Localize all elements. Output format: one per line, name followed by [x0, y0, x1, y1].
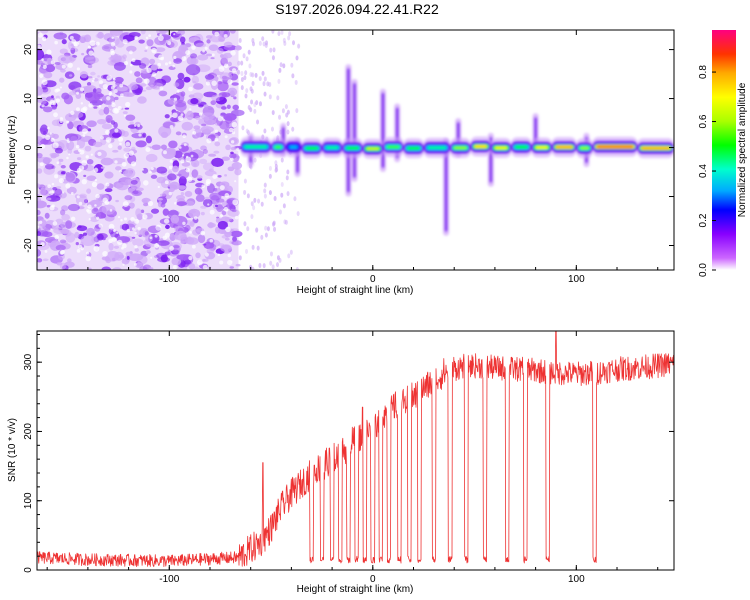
colorbar-tick-label: 0.0 — [698, 263, 709, 277]
heatmap-xtick-label: -100 — [159, 274, 179, 285]
noise-region — [37, 30, 245, 270]
snr-ytick-label: 0 — [23, 567, 34, 573]
snr-ytick-label: 300 — [23, 353, 34, 370]
colorbar-tick-label: 0.4 — [698, 164, 709, 178]
colorbar-tick-label: 0.2 — [698, 213, 709, 227]
heatmap-xtick-label: 100 — [568, 274, 585, 285]
colorbar-tick-label: 0.8 — [698, 65, 709, 79]
figure-title: S197.2026.094.22.41.R22 — [275, 1, 439, 17]
snr-frame — [36, 330, 675, 571]
heatmap-ytick-label: 0 — [23, 144, 34, 150]
colorbar-gradient — [712, 30, 736, 270]
snr-series-line — [37, 331, 674, 567]
tone-band — [240, 136, 674, 159]
heatmap-ytick-label: -10 — [23, 189, 34, 204]
snr-panel: -100 0 100 0 100 200 300 Height of straight li… — [7, 330, 675, 595]
heatmap-ytick-label: -20 — [23, 238, 34, 253]
colorbar-tick-label: 0.6 — [698, 114, 709, 128]
heatmap-ylabel: Frequency (Hz) — [7, 116, 18, 185]
colorbar: 0.0 0.2 0.4 0.6 0.8 Normalized spectral ampl… — [698, 30, 748, 277]
snr-ytick-label: 100 — [23, 492, 34, 509]
colorbar-label: Normalized spectral amplitude — [737, 82, 748, 217]
snr-ylabel: SNR (10 * v/v) — [7, 418, 18, 482]
heatmap-xtick-label: 0 — [370, 274, 376, 285]
snr-xtick-label: 0 — [370, 574, 376, 585]
snr-xtick-label: 100 — [568, 574, 585, 585]
snr-xtick-label: -100 — [159, 574, 179, 585]
heatmap-ytick-label: 10 — [23, 93, 34, 105]
heatmap-xlabel: Height of straight line (km) — [297, 285, 414, 296]
heatmap-frame — [36, 29, 675, 271]
snr-xlabel: Height of straight line (km) — [297, 584, 414, 595]
snr-ytick-label: 200 — [23, 423, 34, 440]
heatmap-ytick-label: 20 — [23, 44, 34, 56]
